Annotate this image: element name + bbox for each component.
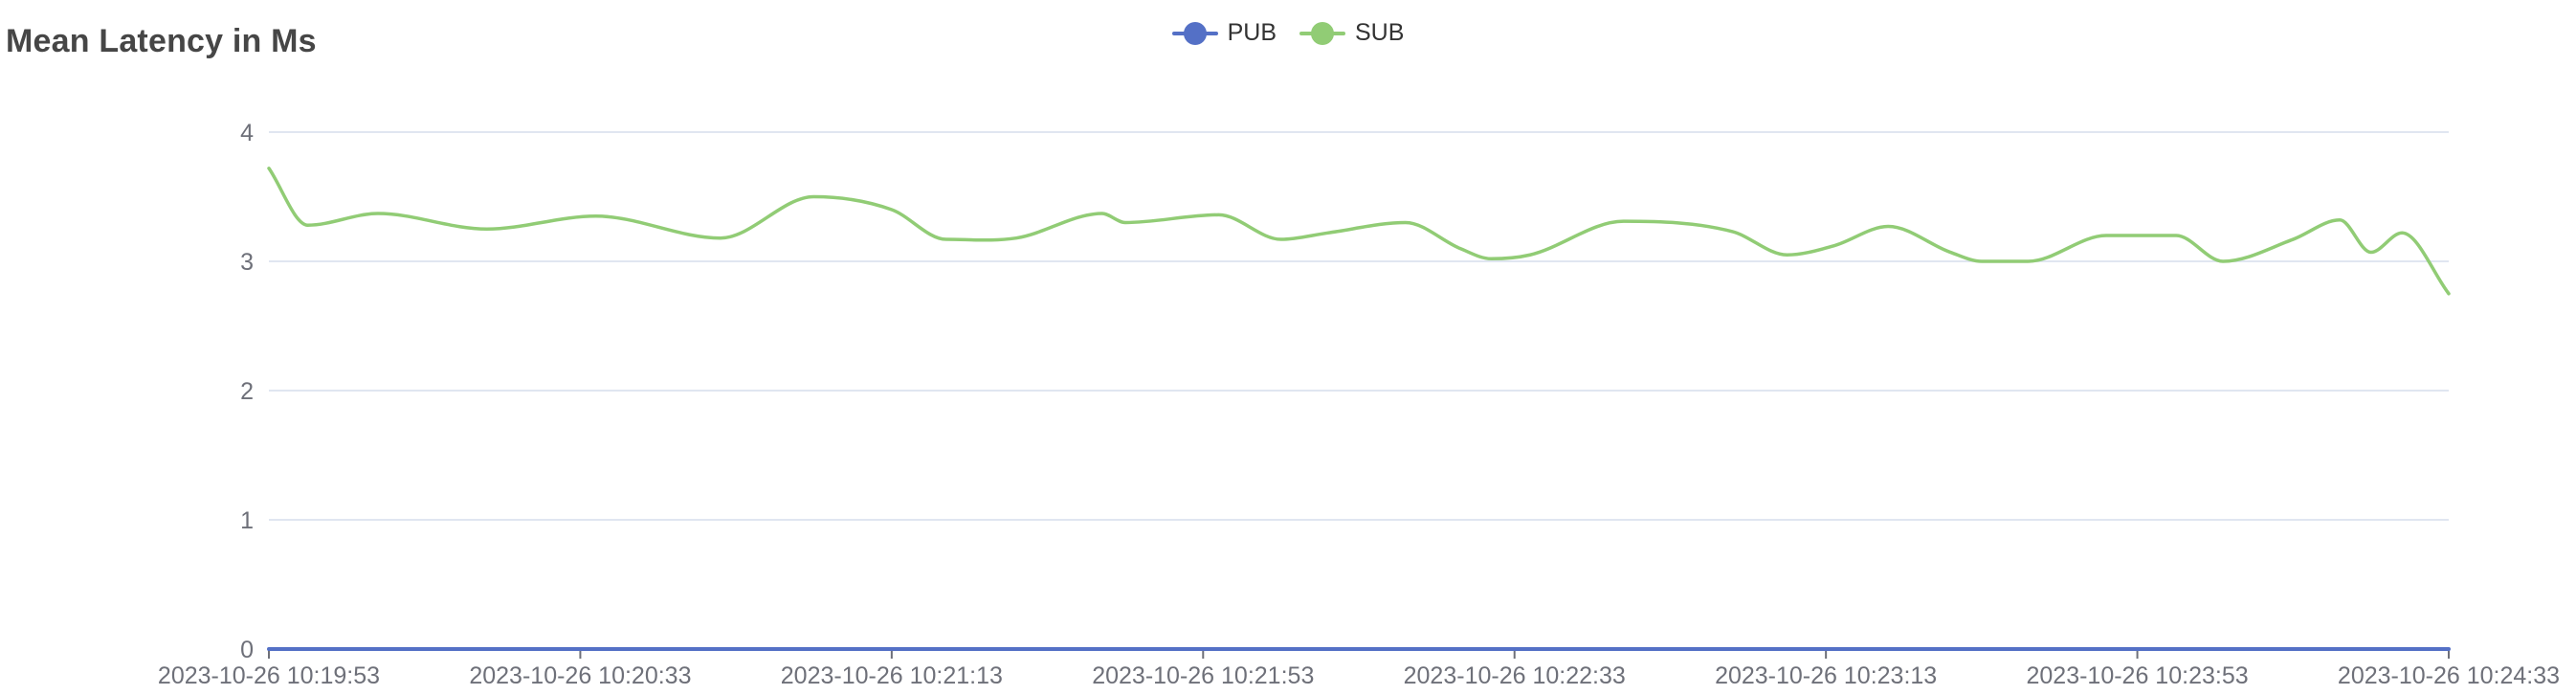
grid-lines (269, 131, 2449, 521)
y-tick-label: 4 (240, 120, 254, 146)
x-tick-label: 2023-10-26 10:21:53 (1092, 662, 1314, 689)
y-tick-label: 2 (240, 378, 254, 405)
x-tick-label: 2023-10-26 10:23:53 (2026, 662, 2248, 689)
legend-item-sub[interactable]: SUB (1299, 19, 1404, 47)
series-lines (267, 167, 2451, 652)
legend-dot-pub (1183, 21, 1207, 45)
y-tick-label: 1 (240, 507, 254, 534)
x-tick-label: 2023-10-26 10:19:53 (158, 662, 380, 689)
y-tick-label: 3 (240, 249, 254, 276)
legend-label-pub: PUB (1227, 19, 1277, 46)
legend-label-sub: SUB (1355, 19, 1405, 46)
x-tick-label: 2023-10-26 10:22:33 (1404, 662, 1626, 689)
legend: PUB SUB (0, 19, 2576, 47)
legend-symbol-sub (1299, 21, 1345, 45)
y-axis-tick-labels: 0 1 2 3 4 (240, 120, 254, 663)
legend-item-pub[interactable]: PUB (1171, 19, 1277, 47)
x-tick-label: 2023-10-26 10:23:13 (1715, 662, 1937, 689)
series-line-sub (267, 167, 2451, 296)
y-tick-label: 0 (240, 637, 254, 663)
x-tick-label: 2023-10-26 10:21:13 (781, 662, 1003, 689)
legend-dot-sub (1311, 21, 1334, 45)
x-tick-label: 2023-10-26 10:20:33 (469, 662, 691, 689)
x-tick-label: 2023-10-26 10:24:33 (2338, 662, 2560, 689)
x-axis-tick-labels: 2023-10-26 10:19:53 2023-10-26 10:20:33 20… (158, 662, 2560, 689)
legend-symbol-pub (1171, 21, 1218, 45)
chart-title: Mean Latency in Ms (6, 23, 317, 59)
